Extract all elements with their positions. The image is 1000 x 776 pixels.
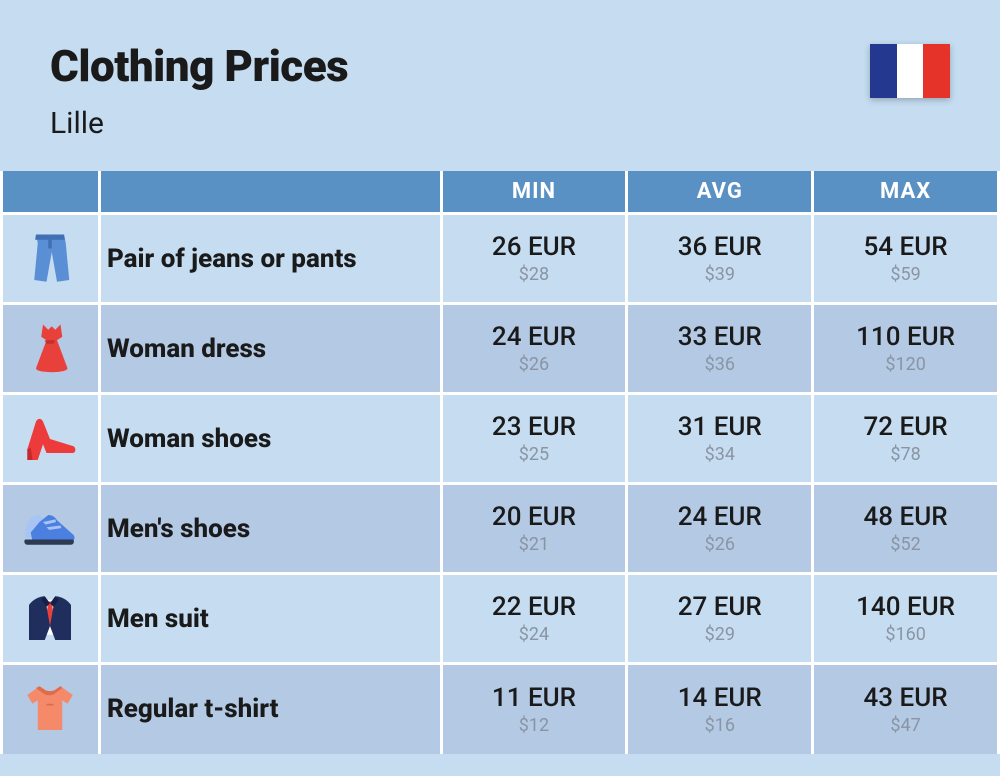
flag-stripe-red bbox=[923, 44, 950, 98]
max-usd: $120 bbox=[814, 354, 997, 375]
min-eur: 20 EUR bbox=[443, 502, 626, 532]
cell-max: 54 EUR$59 bbox=[813, 214, 999, 304]
cell-max: 140 EUR$160 bbox=[813, 574, 999, 664]
page-title: Clothing Prices bbox=[50, 40, 348, 92]
table-row: Woman dress24 EUR$2633 EUR$36110 EUR$120 bbox=[2, 304, 999, 394]
max-usd: $78 bbox=[814, 444, 997, 465]
avg-eur: 36 EUR bbox=[628, 232, 811, 262]
cell-avg: 24 EUR$26 bbox=[627, 484, 813, 574]
table-row: Men suit22 EUR$2427 EUR$29140 EUR$160 bbox=[2, 574, 999, 664]
avg-usd: $36 bbox=[628, 354, 811, 375]
flag-stripe-white bbox=[897, 44, 924, 98]
max-eur: 140 EUR bbox=[814, 592, 997, 622]
cell-avg: 36 EUR$39 bbox=[627, 214, 813, 304]
col-max: MAX bbox=[813, 171, 999, 214]
avg-eur: 14 EUR bbox=[628, 683, 811, 713]
min-usd: $12 bbox=[443, 715, 626, 736]
max-eur: 110 EUR bbox=[814, 322, 997, 352]
item-name: Woman shoes bbox=[99, 394, 441, 484]
tshirt-icon bbox=[2, 664, 100, 754]
table-row: Woman shoes23 EUR$2531 EUR$3472 EUR$78 bbox=[2, 394, 999, 484]
dress-icon bbox=[2, 304, 100, 394]
cell-min: 20 EUR$21 bbox=[441, 484, 627, 574]
cell-avg: 27 EUR$29 bbox=[627, 574, 813, 664]
prices-table: MIN AVG MAX Pair of jeans or pants26 EUR… bbox=[0, 171, 1000, 754]
avg-usd: $39 bbox=[628, 264, 811, 285]
cell-min: 11 EUR$12 bbox=[441, 664, 627, 754]
min-usd: $28 bbox=[443, 264, 626, 285]
cell-avg: 33 EUR$36 bbox=[627, 304, 813, 394]
max-usd: $160 bbox=[814, 624, 997, 645]
title-block: Clothing Prices Lille bbox=[50, 40, 348, 141]
max-usd: $47 bbox=[814, 715, 997, 736]
max-usd: $59 bbox=[814, 264, 997, 285]
item-name: Woman dress bbox=[99, 304, 441, 394]
page-subtitle: Lille bbox=[50, 106, 348, 141]
cell-max: 43 EUR$47 bbox=[813, 664, 999, 754]
suit-icon bbox=[2, 574, 100, 664]
max-eur: 72 EUR bbox=[814, 412, 997, 442]
item-name: Regular t-shirt bbox=[99, 664, 441, 754]
col-name bbox=[99, 171, 441, 214]
page: Clothing Prices Lille MIN AVG MAX Pair o… bbox=[0, 0, 1000, 776]
min-eur: 26 EUR bbox=[443, 232, 626, 262]
jeans-icon bbox=[2, 214, 100, 304]
cell-max: 110 EUR$120 bbox=[813, 304, 999, 394]
min-eur: 22 EUR bbox=[443, 592, 626, 622]
cell-avg: 14 EUR$16 bbox=[627, 664, 813, 754]
avg-usd: $16 bbox=[628, 715, 811, 736]
flag-france-icon bbox=[870, 44, 950, 98]
max-usd: $52 bbox=[814, 534, 997, 555]
min-usd: $26 bbox=[443, 354, 626, 375]
sneaker-icon bbox=[2, 484, 100, 574]
avg-eur: 27 EUR bbox=[628, 592, 811, 622]
cell-max: 48 EUR$52 bbox=[813, 484, 999, 574]
cell-min: 23 EUR$25 bbox=[441, 394, 627, 484]
min-usd: $21 bbox=[443, 534, 626, 555]
table-row: Men's shoes20 EUR$2124 EUR$2648 EUR$52 bbox=[2, 484, 999, 574]
table-header-row: MIN AVG MAX bbox=[2, 171, 999, 214]
avg-usd: $26 bbox=[628, 534, 811, 555]
min-usd: $25 bbox=[443, 444, 626, 465]
max-eur: 48 EUR bbox=[814, 502, 997, 532]
cell-min: 24 EUR$26 bbox=[441, 304, 627, 394]
max-eur: 54 EUR bbox=[814, 232, 997, 262]
flag-stripe-blue bbox=[870, 44, 897, 98]
item-name: Men suit bbox=[99, 574, 441, 664]
item-name: Men's shoes bbox=[99, 484, 441, 574]
avg-eur: 24 EUR bbox=[628, 502, 811, 532]
avg-usd: $29 bbox=[628, 624, 811, 645]
item-name: Pair of jeans or pants bbox=[99, 214, 441, 304]
min-eur: 11 EUR bbox=[443, 683, 626, 713]
table-row: Regular t-shirt11 EUR$1214 EUR$1643 EUR$… bbox=[2, 664, 999, 754]
cell-avg: 31 EUR$34 bbox=[627, 394, 813, 484]
min-usd: $24 bbox=[443, 624, 626, 645]
cell-min: 22 EUR$24 bbox=[441, 574, 627, 664]
cell-min: 26 EUR$28 bbox=[441, 214, 627, 304]
col-icon bbox=[2, 171, 100, 214]
max-eur: 43 EUR bbox=[814, 683, 997, 713]
cell-max: 72 EUR$78 bbox=[813, 394, 999, 484]
table-row: Pair of jeans or pants26 EUR$2836 EUR$39… bbox=[2, 214, 999, 304]
col-min: MIN bbox=[441, 171, 627, 214]
avg-eur: 33 EUR bbox=[628, 322, 811, 352]
header: Clothing Prices Lille bbox=[0, 0, 1000, 171]
min-eur: 24 EUR bbox=[443, 322, 626, 352]
avg-usd: $34 bbox=[628, 444, 811, 465]
col-avg: AVG bbox=[627, 171, 813, 214]
min-eur: 23 EUR bbox=[443, 412, 626, 442]
heel-icon bbox=[2, 394, 100, 484]
avg-eur: 31 EUR bbox=[628, 412, 811, 442]
